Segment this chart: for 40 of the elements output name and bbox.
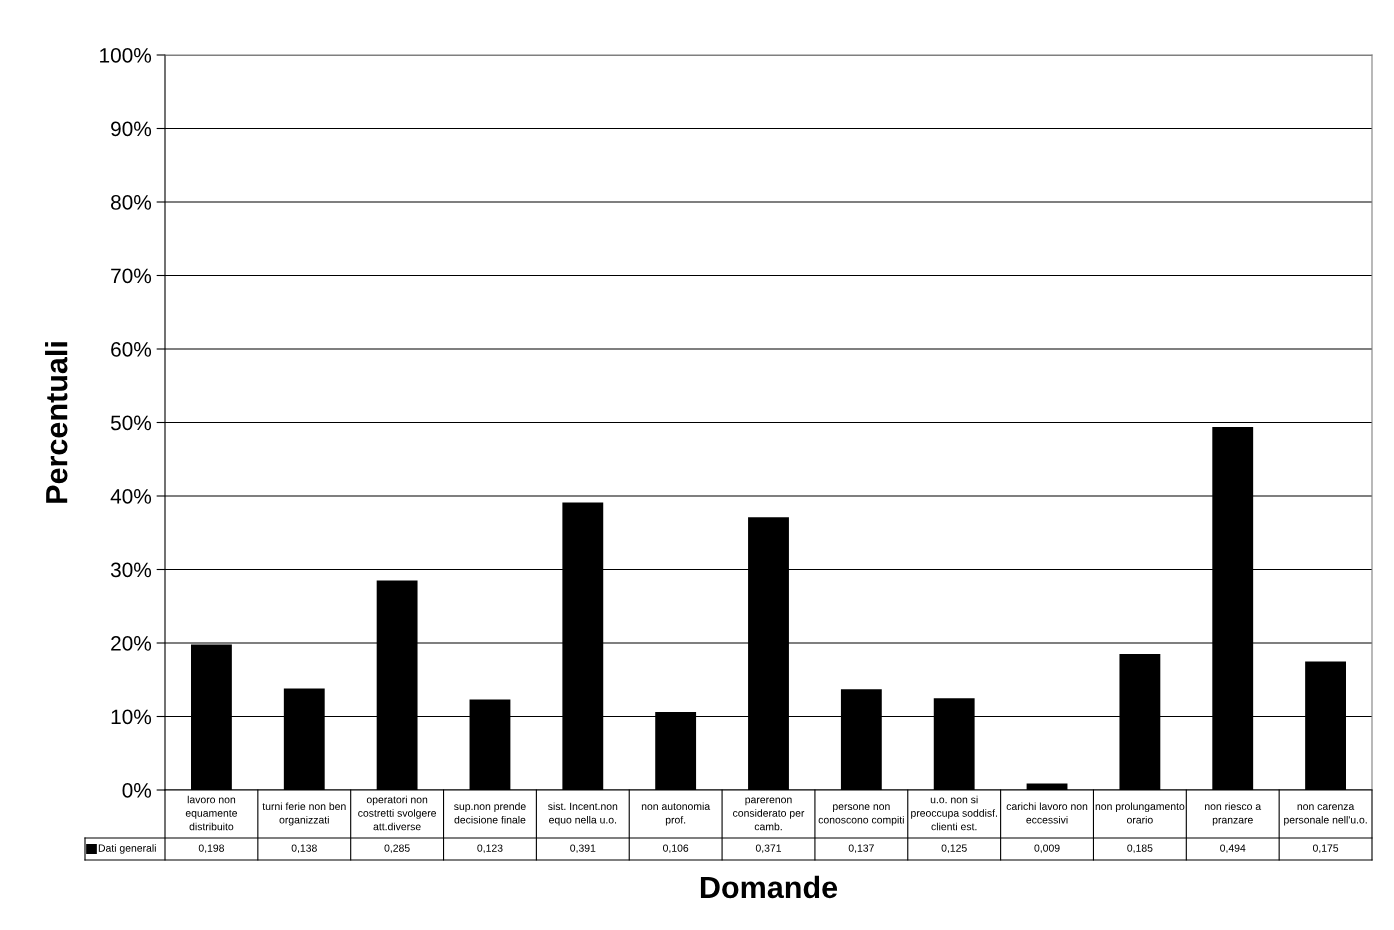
data-label: 0,185 <box>1127 844 1153 854</box>
data-label: 0,123 <box>477 844 503 854</box>
x-tick-label: parerenon considerato per camb. <box>733 797 805 831</box>
data-label: 0,009 <box>1034 844 1060 854</box>
y-tick-label: 90% <box>111 121 152 137</box>
y-tick-label: 30% <box>110 562 152 578</box>
data-label: 0,138 <box>291 844 317 854</box>
x-tick-label: turni ferie non ben organizzati <box>262 802 346 826</box>
y-tick-label: 50% <box>110 415 152 431</box>
y-tick-label: 100% <box>100 48 152 63</box>
x-tick-label: non carenza personale nell'u.o. <box>1284 804 1367 826</box>
y-tick-label: 40% <box>110 489 152 504</box>
data-label: 0,106 <box>663 844 689 854</box>
x-tick-label: sup.non prende decisione finale <box>454 802 526 824</box>
data-label: 0,175 <box>1312 844 1339 854</box>
data-label: 0,198 <box>198 844 224 854</box>
x-tick-label: persone non conoscono compiti <box>818 804 904 826</box>
x-tick-label: lavoro non equamente distribuito <box>185 795 238 831</box>
data-label: 0,391 <box>570 844 596 854</box>
data-label: 0,494 <box>1220 844 1246 854</box>
y-tick-label: 80% <box>111 195 152 210</box>
data-label: 0,285 <box>384 844 410 854</box>
y-tick-label: 10% <box>111 709 152 725</box>
x-tick-label: u.o. non si preoccupa soddisf. clienti est. <box>911 795 997 831</box>
x-tick-label: carichi lavoro non eccessivi <box>1006 802 1088 824</box>
y-tick-label: 60% <box>111 342 152 357</box>
y-axis-title: Percentuali <box>45 342 68 503</box>
x-tick-label: non autonomia prof. <box>641 802 711 826</box>
x-tick-label: sist. Incent.non equo nella u.o. <box>548 802 618 826</box>
data-label: 0,371 <box>755 844 782 854</box>
x-axis-title: Domande <box>700 875 838 899</box>
y-tick-label: 20% <box>111 636 152 651</box>
y-tick-label: 70% <box>111 268 152 284</box>
legend-label: Dati generali <box>98 844 156 854</box>
data-label: 0,125 <box>941 844 967 854</box>
x-tick-label: operatori non costretti svolgere att.diverse <box>358 795 437 831</box>
x-tick-label: non prolungamento orario <box>1095 802 1185 824</box>
x-tick-label: non riesco a pranzare <box>1205 802 1262 826</box>
data-label: 0,137 <box>848 844 874 854</box>
y-tick-label: 0% <box>122 783 152 798</box>
